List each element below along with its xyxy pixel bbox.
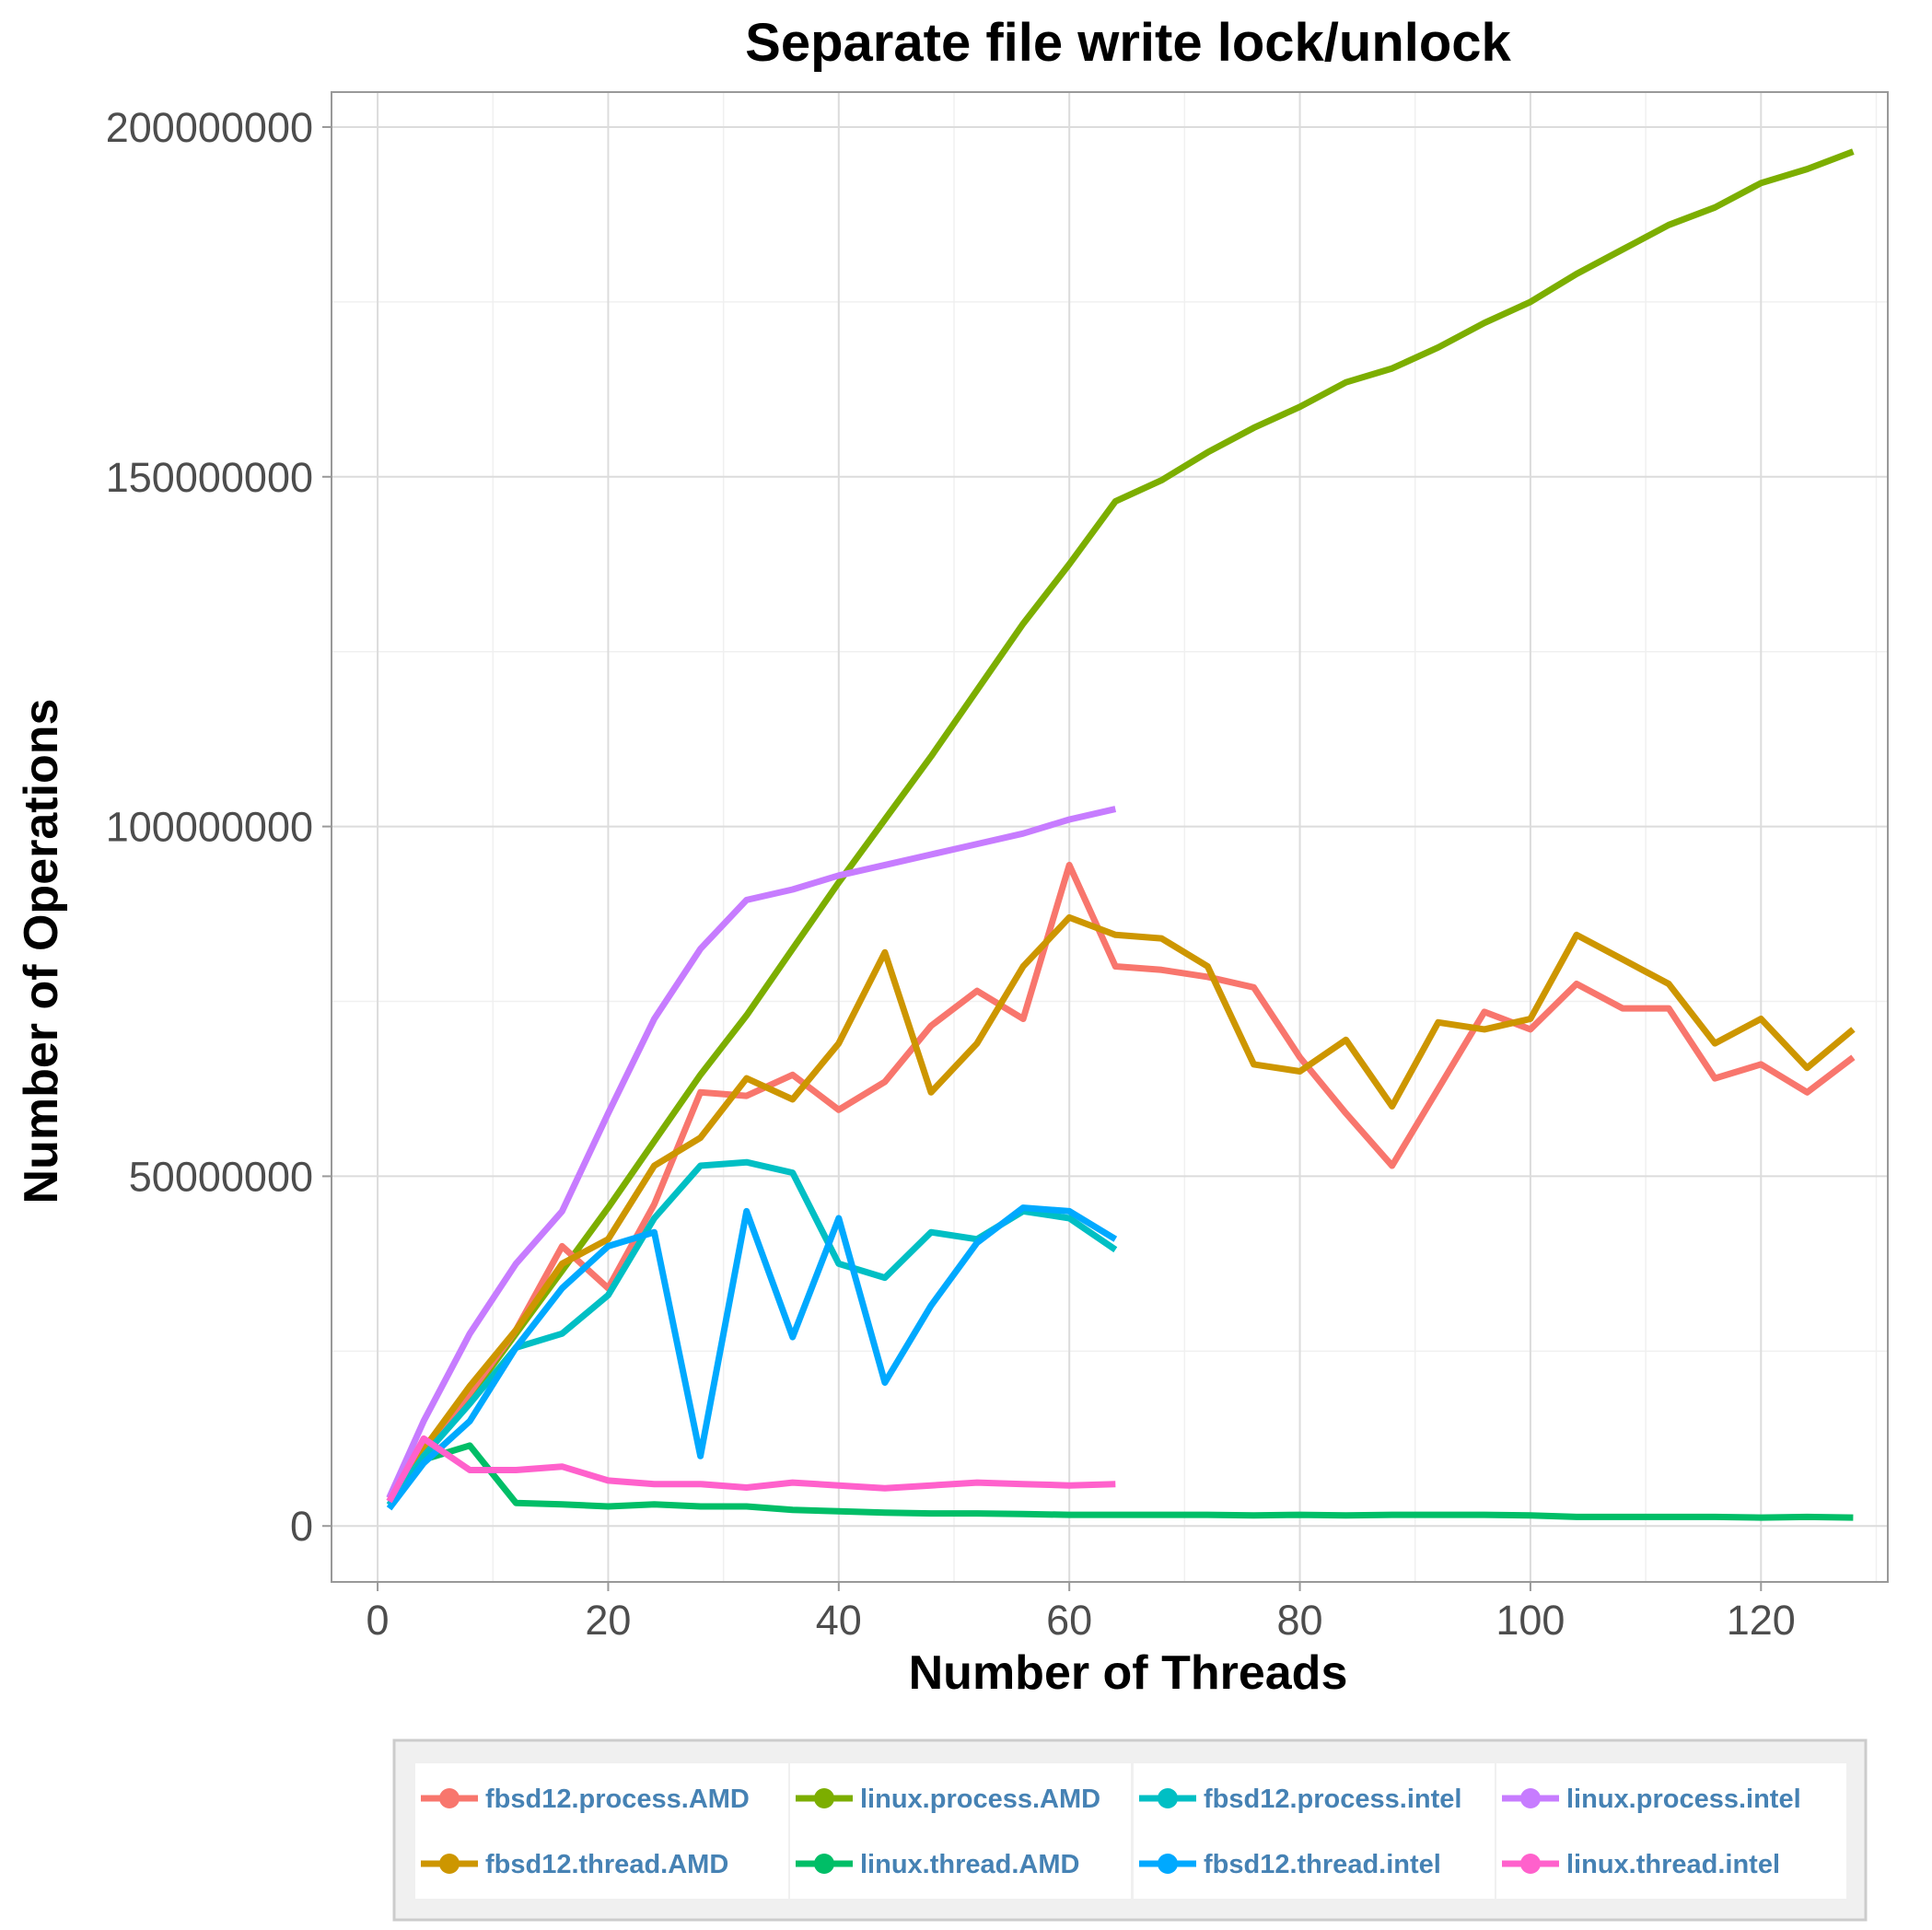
legend-label: linux.thread.AMD <box>860 1850 1079 1879</box>
legend-label-background <box>1563 1763 1846 1833</box>
legend-key-dot <box>439 1854 460 1874</box>
plot-area <box>332 92 1888 1582</box>
series-line-linux-thread-intel <box>386 1435 1116 1504</box>
x-tick-label: 100 <box>1496 1597 1565 1644</box>
legend-key-dot <box>814 1788 834 1808</box>
legend-key-dot <box>814 1854 834 1874</box>
y-tick-label: 0 <box>290 1503 313 1550</box>
chart-title: Separate file write lock/unlock <box>745 13 1511 73</box>
legend-label: fbsd12.process.intel <box>1204 1785 1461 1814</box>
x-tick-label: 20 <box>585 1597 631 1644</box>
y-axis-title: Number of Operations <box>15 699 68 1204</box>
x-tick-label: 0 <box>367 1597 390 1644</box>
x-tick-label: 80 <box>1277 1597 1323 1644</box>
legend-key-dot <box>1158 1854 1178 1874</box>
x-tick-label: 60 <box>1046 1597 1092 1644</box>
legend-label-background <box>1200 1829 1495 1899</box>
series-line-linux-thread-AMD <box>386 1442 1854 1521</box>
legend-label: fbsd12.process.AMD <box>485 1785 750 1814</box>
legend-label-background <box>482 1763 788 1833</box>
legend-key-dot <box>1520 1788 1541 1808</box>
x-axis-title: Number of Threads <box>909 1646 1348 1700</box>
legend-label-background <box>482 1829 788 1899</box>
x-axis-ticks: 0 20 40 60 80 100 120 <box>367 1582 1796 1644</box>
legend-label-background <box>856 1829 1131 1899</box>
plot-panel <box>331 91 1889 1583</box>
legend-key-dot <box>1520 1854 1541 1874</box>
legend-label: fbsd12.thread.AMD <box>485 1850 728 1879</box>
legend-key-dot <box>1158 1788 1178 1808</box>
legend-label: fbsd12.thread.intel <box>1204 1850 1441 1879</box>
plot-border <box>331 91 1889 1583</box>
legend-label-background <box>1200 1763 1495 1833</box>
legend-label-background <box>1563 1829 1846 1899</box>
legend-key-dot <box>439 1788 460 1808</box>
legend-label-background <box>856 1763 1131 1833</box>
series-line-fbsd12-process-AMD <box>386 861 1856 1504</box>
series-line-fbsd12-thread-AMD <box>386 913 1856 1504</box>
legend: fbsd12.process.AMD fbsd12.thread.AMD linux… <box>392 1738 1868 1922</box>
series-line-linux-process-intel <box>386 806 1117 1500</box>
y-tick-label: 200000000 <box>106 104 313 151</box>
y-tick-label: 50000000 <box>129 1153 313 1200</box>
x-tick-label: 40 <box>816 1597 862 1644</box>
y-tick-label: 100000000 <box>106 804 313 851</box>
y-axis-ticks: 0 50000000 100000000 150000000 200000000 <box>106 104 332 1550</box>
legend-label: linux.process.intel <box>1566 1785 1801 1814</box>
legend-label: linux.process.AMD <box>860 1785 1100 1814</box>
series-line-fbsd12-thread-intel <box>386 1204 1118 1511</box>
legend-label: linux.thread.intel <box>1566 1850 1780 1879</box>
series-line-linux-process-AMD <box>386 148 1855 1504</box>
x-tick-label: 120 <box>1727 1597 1796 1644</box>
y-tick-label: 150000000 <box>106 454 313 501</box>
